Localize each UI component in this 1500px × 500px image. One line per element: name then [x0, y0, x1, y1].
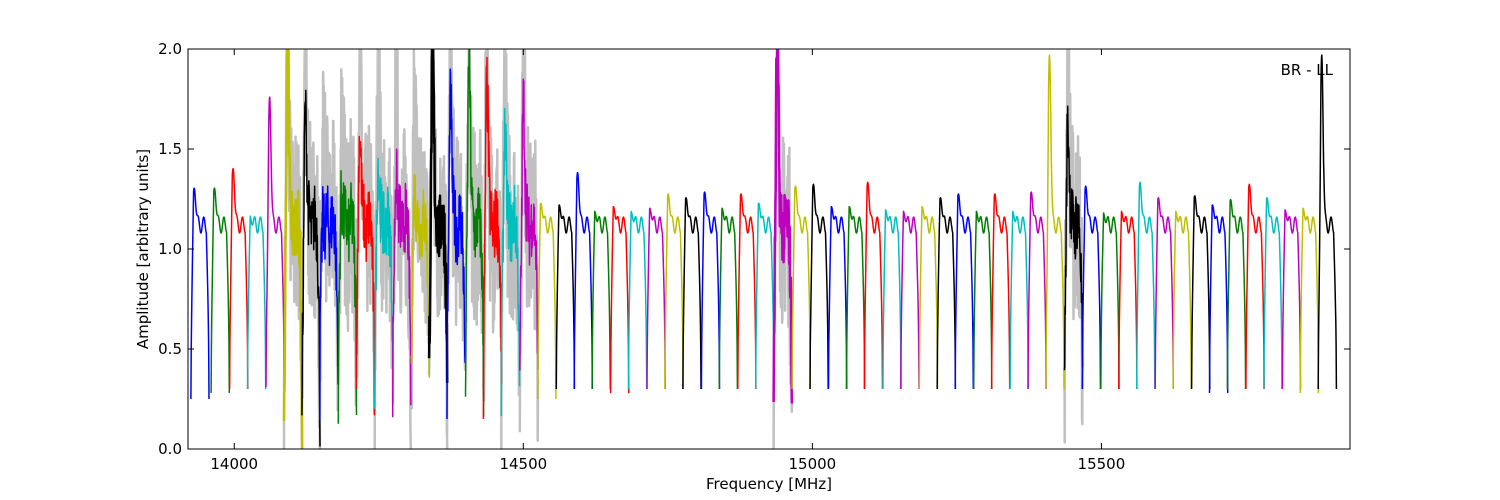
band-trace [319, 185, 339, 420]
x-tick-label: 14500 [499, 455, 547, 473]
band-trace [500, 107, 521, 417]
band-trace [464, 49, 485, 417]
band-trace [1154, 197, 1175, 390]
chart-annotation: BR - LL [1281, 61, 1334, 79]
y-axis-label: Amplitude [arbitrary units] [134, 149, 152, 349]
background-trace [373, 49, 395, 449]
band-trace [845, 205, 866, 390]
band-trace [700, 191, 721, 390]
background-trace [772, 49, 794, 449]
band-trace [427, 49, 449, 383]
band-trace [1135, 181, 1156, 390]
y-tick-label: 0.0 [158, 440, 182, 458]
band-trace [1245, 183, 1265, 390]
x-tick-label: 15500 [1078, 455, 1126, 473]
band-trace [754, 202, 775, 390]
band-trace [1118, 210, 1138, 390]
band-trace [737, 193, 757, 390]
band-trace [265, 96, 285, 388]
background-trace [354, 49, 376, 415]
band-trace [1299, 207, 1320, 394]
band-trace [482, 56, 503, 420]
y-tick-label: 0.5 [158, 340, 182, 358]
band-trace [573, 171, 594, 390]
band-trace [246, 215, 267, 390]
band-trace [1063, 105, 1084, 371]
band-trace [1081, 185, 1102, 390]
x-axis-label: Frequency [MHz] [706, 475, 832, 493]
band-trace [301, 89, 321, 447]
y-tick-label: 1.5 [158, 140, 182, 158]
band-trace [355, 135, 376, 416]
band-trace [391, 148, 412, 418]
band-trace [627, 210, 648, 390]
band-trace [537, 202, 557, 400]
band-trace [591, 210, 612, 390]
x-tick-label: 15000 [788, 455, 836, 473]
band-trace [1045, 54, 1065, 390]
band-trace [682, 197, 702, 390]
band-trace [446, 68, 466, 420]
background-trace [337, 67, 358, 407]
y-tick-label: 2.0 [158, 40, 182, 58]
band-trace [1027, 191, 1047, 390]
band-trace [373, 157, 394, 409]
band-trace [228, 167, 249, 390]
band-trace [809, 183, 829, 390]
band-trace [282, 49, 304, 449]
band-trace [1190, 195, 1211, 390]
band-trace [1009, 210, 1029, 390]
tick-layer: 14000 14500 15000 15500 0.0 0.5 1.0 1.5 2.0 [158, 40, 1350, 473]
band-trace [990, 193, 1011, 390]
band-trace [410, 173, 431, 378]
band-trace [337, 169, 358, 424]
band-trace [519, 78, 539, 371]
band-trace [1226, 198, 1247, 390]
band-trace [791, 185, 812, 390]
band-trace [1172, 210, 1193, 390]
band-trace [1281, 209, 1302, 390]
band-trace [918, 205, 939, 390]
band-trace [718, 207, 739, 390]
band-trace [1208, 204, 1229, 394]
band-trace [954, 193, 975, 390]
band-trace [555, 204, 576, 390]
band-trace [827, 205, 848, 390]
band-trace [190, 187, 210, 400]
y-tick-label: 1.0 [158, 240, 182, 258]
x-tick-label: 14000 [210, 455, 258, 473]
band-trace [609, 205, 630, 394]
band-trace [772, 49, 794, 404]
band-trace [1317, 54, 1338, 390]
band-trace [664, 193, 684, 390]
band-trace [646, 207, 666, 390]
band-trace [900, 210, 920, 390]
band-trace [1100, 212, 1120, 390]
band-trace [1263, 197, 1283, 390]
band-trace [972, 210, 993, 390]
background-trace [409, 49, 431, 410]
band-trace [210, 187, 231, 394]
band-trace [936, 197, 957, 390]
plot-area [190, 49, 1338, 449]
band-trace [882, 209, 902, 390]
band-trace [863, 181, 884, 390]
